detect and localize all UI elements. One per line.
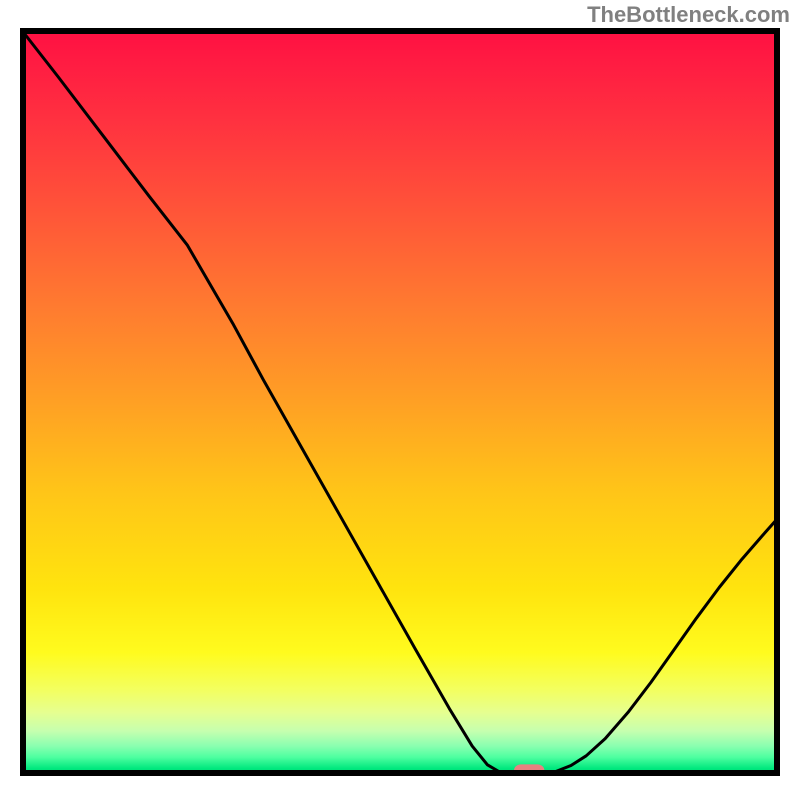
chart-container: TheBottleneck.com: [0, 0, 800, 800]
watermark-text: TheBottleneck.com: [587, 2, 790, 28]
plot-frame: [20, 28, 780, 776]
